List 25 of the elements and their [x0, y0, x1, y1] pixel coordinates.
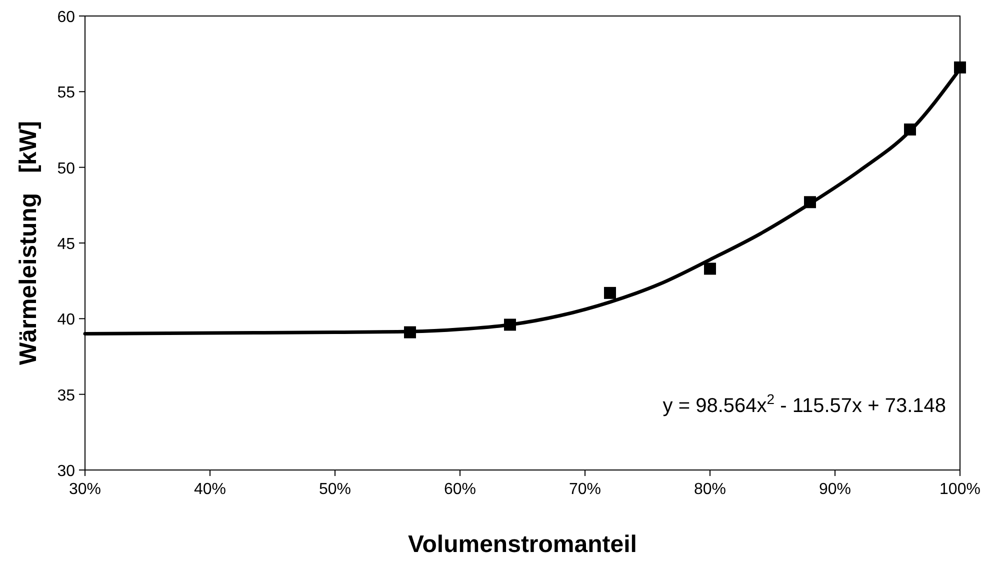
x-tick-label: 100% — [940, 481, 980, 498]
y-tick-label: 55 — [57, 84, 76, 102]
point — [904, 124, 916, 136]
x-tick-label: 90% — [818, 481, 852, 498]
point — [504, 318, 516, 331]
annotation: y = 98.564x$^{2}$ - 115.57x + 73.148 — [662, 391, 946, 417]
y-tick-label: 40 — [57, 312, 76, 329]
point — [804, 196, 816, 208]
x-tick-label: 80% — [694, 481, 726, 498]
x-axis-title: Volumenstromanteil — [408, 531, 637, 558]
x-tick-label: 40% — [194, 481, 226, 498]
y-tick-label: 60 — [57, 9, 76, 26]
x-tick-label: 70% — [568, 481, 602, 498]
y-tick-label: 30 — [57, 463, 76, 480]
point — [604, 286, 616, 299]
point — [404, 326, 416, 338]
y-tick-label: 50 — [57, 160, 76, 178]
x-tick-label: 60% — [444, 481, 476, 498]
y-axis-title: Wärmeleistung [kW] — [15, 120, 42, 366]
y-tick-label: 35 — [57, 387, 76, 404]
point — [954, 61, 966, 74]
point — [704, 262, 716, 275]
x-tick-label: 50% — [318, 481, 352, 498]
x-tick-label: 30% — [68, 481, 102, 498]
y-tick-label: 45 — [57, 236, 76, 253]
